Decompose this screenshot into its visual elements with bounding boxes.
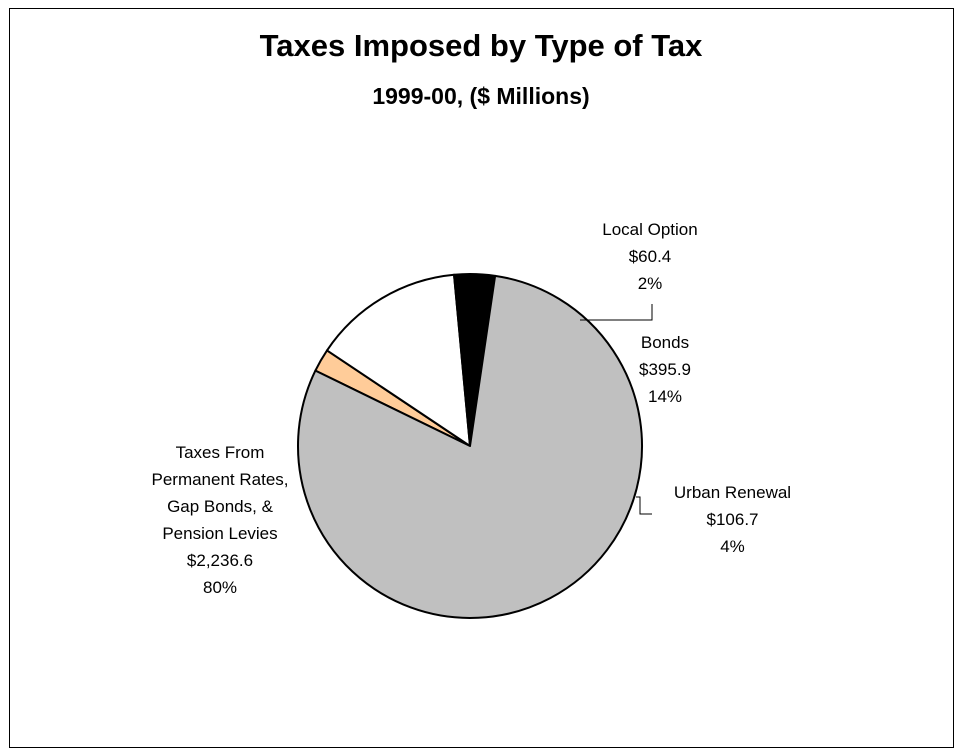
label-permanent-rates-line2: Permanent Rates, <box>151 470 289 489</box>
label-bonds-amount: $395.9 <box>639 360 691 379</box>
label-bonds-percent: 14% <box>647 387 683 406</box>
label-bonds-name: Bonds <box>640 333 690 352</box>
pie-slice-permanent-rates <box>297 274 643 619</box>
leader-line-local-option <box>580 304 653 321</box>
pie-chart <box>297 273 653 619</box>
label-urban-renewal-amount: $106.7 <box>706 510 759 529</box>
label-permanent-rates-percent: 80% <box>202 578 238 597</box>
label-urban-renewal: Urban Renewal $106.7 4% <box>640 479 825 560</box>
chart-title: Taxes Imposed by Type of Tax <box>259 28 703 63</box>
label-local-option-amount: $60.4 <box>628 247 672 266</box>
label-urban-renewal-percent: 4% <box>720 537 745 556</box>
chart-subtitle: 1999-00, ($ Millions) <box>372 83 590 109</box>
label-permanent-rates-amount: $2,236.6 <box>186 551 254 570</box>
label-bonds: Bonds $395.9 14% <box>610 329 720 410</box>
leader-line-urban-renewal <box>636 496 652 515</box>
label-permanent-rates: Taxes From Permanent Rates, Gap Bonds, &… <box>105 439 335 601</box>
label-permanent-rates-line4: Pension Levies <box>162 524 278 543</box>
label-urban-renewal-name: Urban Renewal <box>673 483 792 502</box>
label-local-option-name: Local Option <box>602 220 698 239</box>
label-local-option-percent: 2% <box>637 274 663 293</box>
label-local-option: Local Option $60.4 2% <box>565 216 735 297</box>
label-permanent-rates-line3: Gap Bonds, & <box>167 497 273 516</box>
label-permanent-rates-line1: Taxes From <box>175 443 265 462</box>
pie-slice-bonds <box>326 273 471 447</box>
